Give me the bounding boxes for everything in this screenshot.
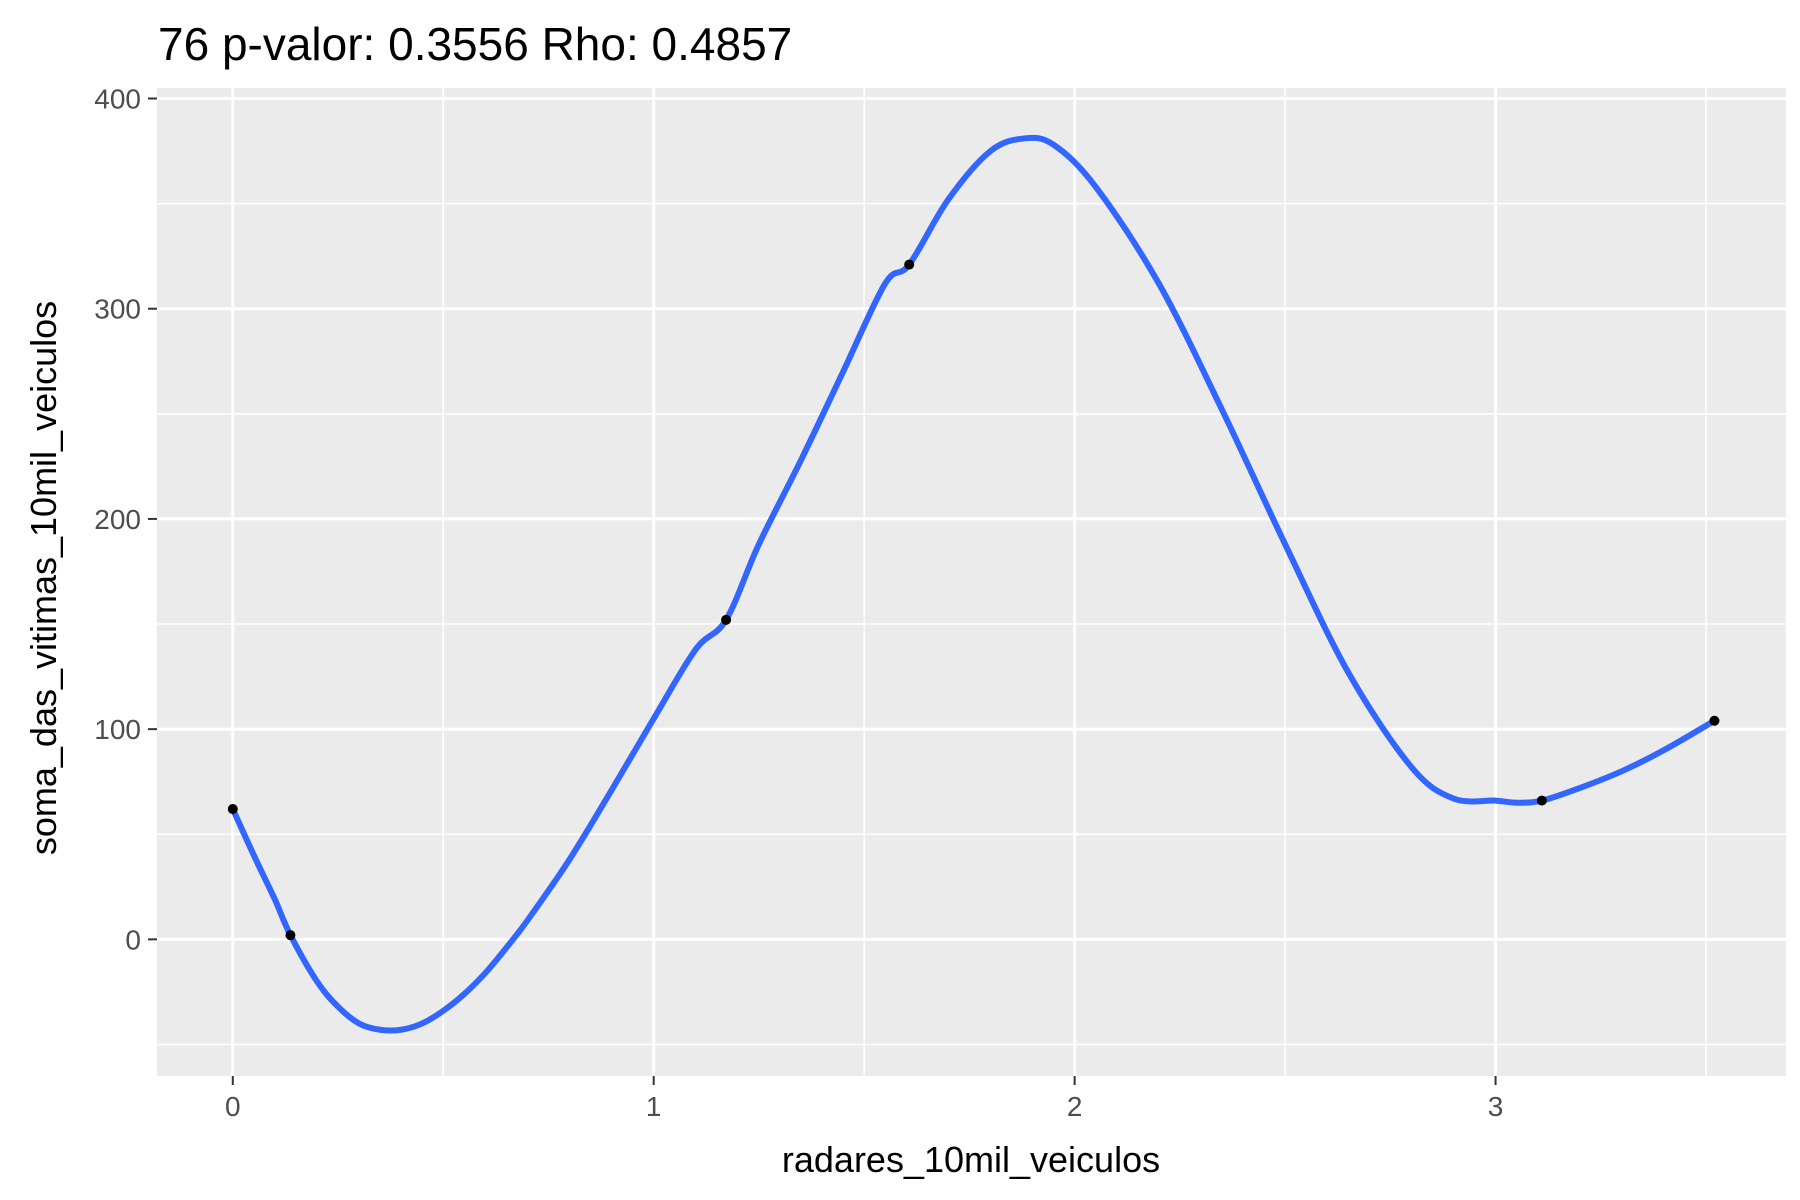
x-tick-label: 2	[1067, 1091, 1083, 1122]
data-point	[1536, 795, 1547, 806]
x-tick-label: 1	[646, 1091, 662, 1122]
plot-panel	[157, 88, 1786, 1076]
minor-grid	[157, 88, 1786, 1076]
y-tick-label: 0	[125, 924, 141, 955]
data-point	[1709, 715, 1720, 726]
data-point	[227, 804, 238, 815]
x-tick-label: 0	[225, 1091, 241, 1122]
x-tick-label: 3	[1488, 1091, 1504, 1122]
y-tick-label: 400	[94, 84, 141, 115]
data-point	[285, 930, 296, 941]
major-grid	[157, 88, 1786, 1076]
smooth-curve	[229, 134, 1718, 1034]
data-point	[904, 259, 915, 270]
x-axis-title: radares_10mil_veiculos	[782, 1139, 1160, 1180]
y-axis: 0 100 200 300 400	[94, 84, 157, 955]
y-tick-label: 200	[94, 504, 141, 535]
y-tick-label: 300	[94, 294, 141, 325]
y-axis-title: soma_das_vitimas_10mil_veiculos	[23, 301, 64, 855]
y-tick-label: 100	[94, 714, 141, 745]
data-point	[721, 614, 732, 625]
data-points	[227, 259, 1720, 941]
chart-title: 76 p-valor: 0.3556 Rho: 0.4857	[158, 18, 792, 70]
x-axis: 0 1 2 3	[225, 1076, 1503, 1122]
